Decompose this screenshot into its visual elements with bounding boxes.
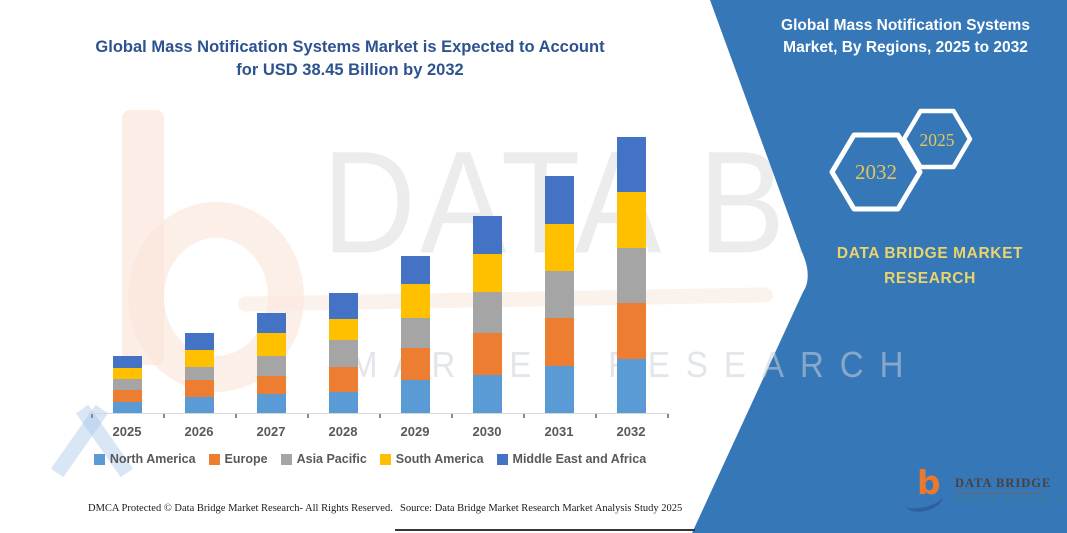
chart-title: Global Mass Notification Systems Market …	[40, 36, 660, 82]
hexagon-2025	[901, 108, 973, 170]
side-panel-title: Global Mass Notification Systems Market,…	[758, 15, 1053, 58]
chart-title-line2: for USD 38.45 Billion by 2032	[236, 61, 464, 79]
legend-item-south-america: South America	[379, 452, 484, 466]
side-panel-title-line2: Market, By Regions, 2025 to 2032	[783, 38, 1028, 56]
legend-label-middle-east-and-africa: Middle East and Africa	[512, 452, 647, 466]
legend-swatch-asia-pacific	[280, 453, 292, 465]
logo-swoosh-icon	[903, 486, 945, 516]
legend-item-asia-pacific: Asia Pacific	[280, 452, 367, 466]
year-hexagons: 2025 2032	[829, 108, 973, 212]
bottom-border-line	[395, 529, 695, 531]
dbmr-logo: b DATA BRIDGE MARKET RESEARCH	[895, 463, 1063, 521]
legend-swatch-south-america	[379, 453, 391, 465]
brand-text: DATA BRIDGE MARKET RESEARCH	[805, 241, 1055, 291]
legend-item-middle-east-and-africa: Middle East and Africa	[496, 452, 647, 466]
chart-title-line1: Global Mass Notification Systems Market …	[95, 38, 605, 56]
watermark-text-small: MARKET RESEARCH	[350, 344, 920, 385]
hexagon-2032	[829, 132, 923, 212]
hexagon-year-2025: 2025	[920, 130, 955, 150]
hexagon-year-2032: 2032	[855, 160, 897, 184]
brand-text-line2: RESEARCH	[884, 270, 976, 287]
legend-label-europe: Europe	[224, 452, 268, 466]
legend-label-north-america: North America	[109, 452, 196, 466]
legend-swatch-europe	[208, 453, 220, 465]
side-panel-title-line1: Global Mass Notification Systems	[781, 17, 1030, 34]
logo-b-icon: b	[917, 463, 941, 502]
legend-item-north-america: North America	[93, 452, 196, 466]
legend-swatch-middle-east-and-africa	[496, 453, 508, 465]
legend-item-europe: Europe	[208, 452, 268, 466]
legend-label-asia-pacific: Asia Pacific	[296, 452, 367, 466]
legend-swatch-north-america	[93, 453, 105, 465]
legend-label-south-america: South America	[395, 452, 484, 466]
brand-text-line1: DATA BRIDGE MARKET	[836, 245, 1024, 262]
footer-copyright: DMCA Protected © Data Bridge Market Rese…	[88, 503, 393, 514]
legend: North America Europe Asia Pacific South Ame…	[60, 452, 680, 466]
logo-subtitle: MARKET RESEARCH	[956, 497, 1063, 504]
logo-divider	[956, 493, 1042, 494]
footer-source: Source: Data Bridge Market Research Mark…	[400, 503, 683, 514]
logo-name: DATA BRIDGE	[955, 476, 1052, 490]
